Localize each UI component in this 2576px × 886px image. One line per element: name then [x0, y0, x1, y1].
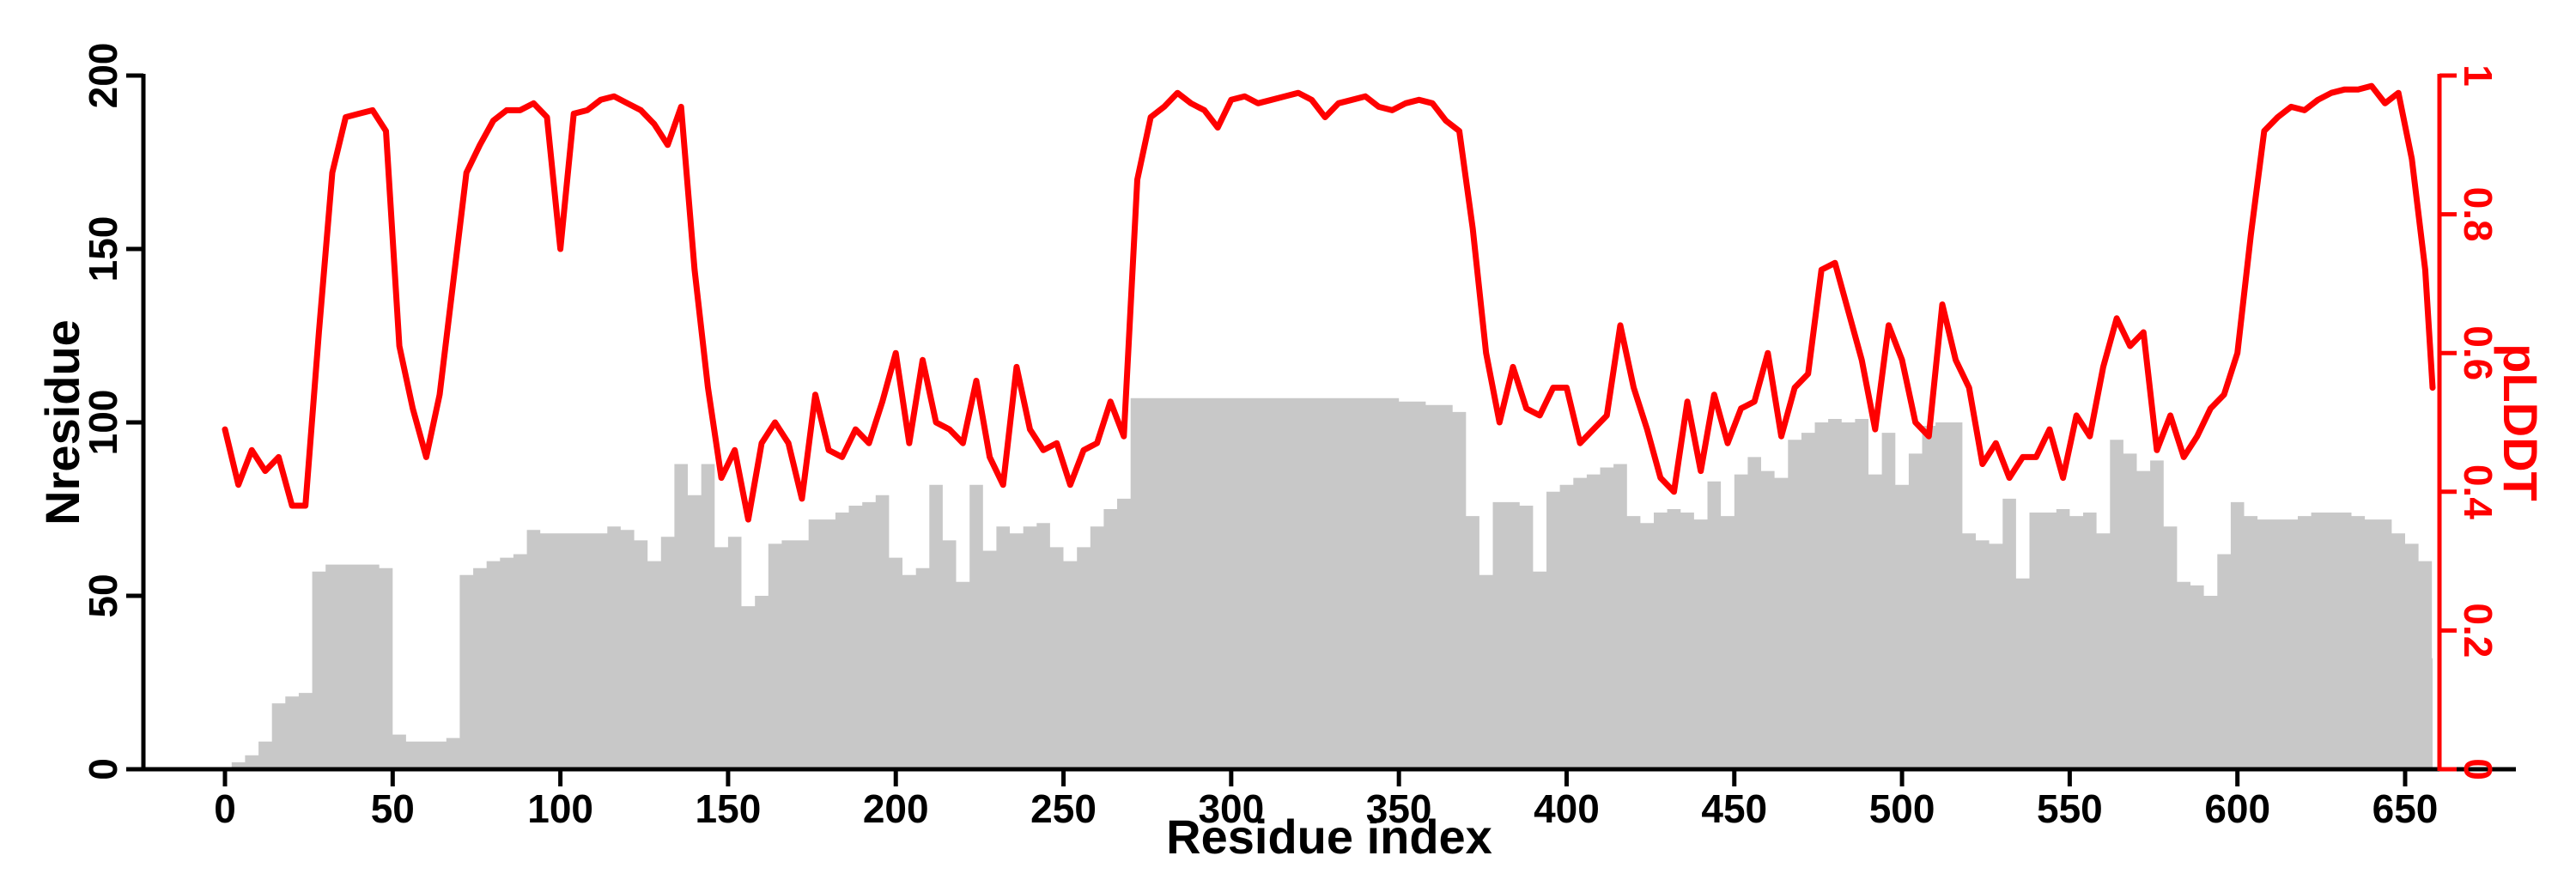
plddt-nresidue-chart: 0 50 100 150 200 250 300 350 400 450 500 550 600 650 0…	[34, 14, 2576, 872]
plddt-line-series	[222, 82, 2436, 523]
x-tick-label: 500	[1869, 786, 1935, 831]
x-tick-label: 650	[2372, 786, 2439, 831]
x-tick-label: 350	[1366, 786, 1432, 831]
y-right-tick-label: 0.2	[2456, 603, 2500, 658]
x-tick-label: 250	[1030, 786, 1097, 831]
y-left-tick-label: 50	[81, 573, 125, 617]
x-tick-label: 100	[527, 786, 593, 831]
y-right-tick-label: 0.6	[2456, 325, 2500, 380]
nresidue-area-series	[218, 397, 2433, 769]
x-tick-label: 150	[696, 786, 762, 831]
x-tick-label: 0	[214, 786, 236, 831]
y-right-tick-label: 0	[2456, 758, 2500, 780]
y-right-axis-title: pLDDT	[2494, 343, 2548, 501]
y-left-tick-label: 100	[81, 390, 125, 456]
x-tick-label: 300	[1198, 786, 1264, 831]
y-left-tick-label: 200	[81, 43, 125, 109]
x-tick-label: 50	[371, 786, 415, 831]
x-tick-label: 550	[2037, 786, 2103, 831]
y-right-tick-label: 1	[2456, 64, 2500, 87]
y-right-tick-label: 0.8	[2456, 187, 2500, 242]
y-left-tick-label: 150	[81, 216, 125, 282]
x-tick-label: 400	[1534, 786, 1600, 831]
x-tick-label: 600	[2204, 786, 2270, 831]
chart-canvas: 0 50 100 150 200 250 300 350 400 450 500 550 600 6500…	[34, 14, 2576, 872]
x-tick-label: 200	[863, 786, 929, 831]
y-right-tick-label: 0.4	[2456, 464, 2500, 519]
y-left-axis-title: Nresidue	[35, 319, 89, 525]
x-axis-title: Residue index	[1166, 810, 1492, 864]
axes: 0 50 100 150 200 250 300 350 400 450 500 550 600 6500…	[35, 43, 2548, 864]
y-left-tick-label: 0	[81, 758, 125, 780]
x-tick-label: 450	[1701, 786, 1767, 831]
